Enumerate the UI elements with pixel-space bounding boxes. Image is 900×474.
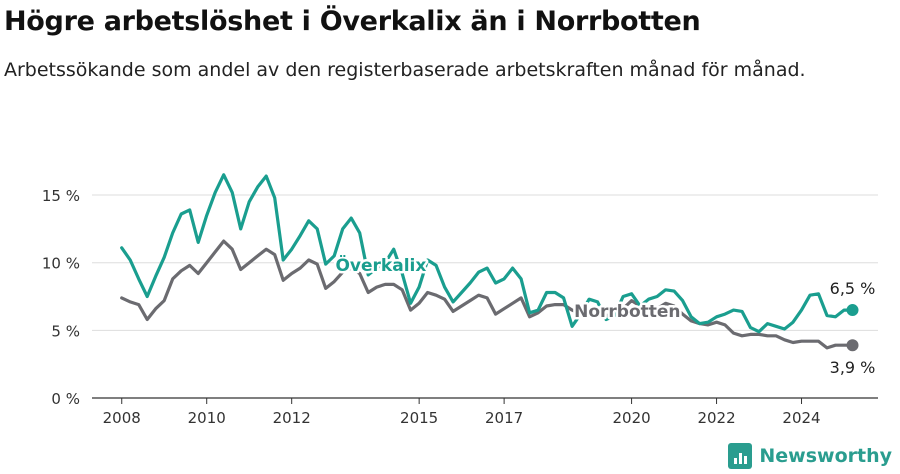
x-tick-label: 2024 xyxy=(782,409,820,427)
chart-subtitle: Arbetssökande som andel av den registerb… xyxy=(4,59,806,81)
end-value-label: 6,5 % xyxy=(830,279,876,298)
axes: 0 % 5 % 10 % 15 % 2008 2010 2012 2015 2017 2020 20… xyxy=(42,187,821,427)
series-lines xyxy=(120,173,859,352)
x-tick-label: 2022 xyxy=(697,409,735,427)
brand-name: Newsworthy xyxy=(759,445,892,467)
x-tick-label: 2010 xyxy=(188,409,226,427)
series-line-norrbotten xyxy=(120,239,855,350)
y-tick-label: 10 % xyxy=(42,255,80,273)
bar-chart-logo-icon xyxy=(728,443,753,469)
y-tick-label: 0 % xyxy=(51,390,80,408)
series-name-label: Norrbotten xyxy=(574,302,680,322)
y-tick-label: 5 % xyxy=(51,322,80,340)
end-value-label: 3,9 % xyxy=(830,358,876,377)
series-labels: Överkalix Norrbotten 6,5 % 3,9 % xyxy=(333,251,876,377)
series-line-verkalix xyxy=(120,173,855,334)
brand-logo: Newsworthy xyxy=(728,443,892,469)
end-point-marker xyxy=(846,339,859,352)
y-tick-label: 15 % xyxy=(42,187,80,205)
chart-title: Högre arbetslöshet i Överkalix än i Norr… xyxy=(4,6,701,37)
x-tick-label: 2020 xyxy=(612,409,650,427)
end-point-marker xyxy=(846,304,859,317)
x-tick-label: 2012 xyxy=(273,409,311,427)
x-tick-label: 2008 xyxy=(103,409,141,427)
gridlines xyxy=(92,194,878,399)
x-tick-label: 2017 xyxy=(485,409,523,427)
series-name-label: Överkalix xyxy=(335,254,426,276)
x-tick-label: 2015 xyxy=(400,409,438,427)
